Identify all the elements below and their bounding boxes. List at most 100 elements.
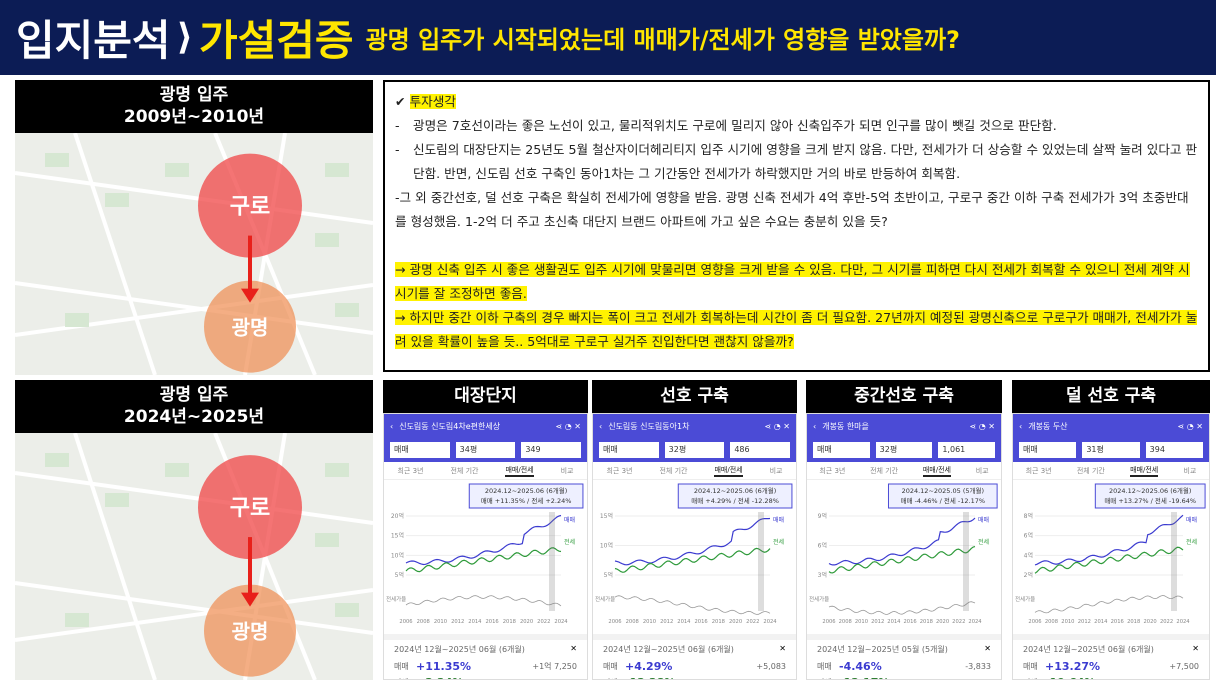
summary-row: 전세-12.17%-5,883 <box>817 674 991 680</box>
x-tick-label: 2012 <box>451 619 464 625</box>
back-icon: ‹ <box>1019 421 1023 431</box>
badge <box>677 483 793 509</box>
tab: 전체 기간 <box>870 466 899 475</box>
x-tick-label: 2024 <box>1176 619 1190 625</box>
block <box>105 493 129 507</box>
summary: 2024년 12월~2025년 06월 (6개월) ✕ 매매 +13.27% +7,50… <box>1013 634 1209 680</box>
tab: 매매/전세 <box>922 465 951 477</box>
x-tick-label: 2020 <box>729 619 742 625</box>
row-delta: +1억 7,250 <box>532 661 577 671</box>
tabs: 최근 3년 전체 기간 매매/전세 비교 <box>1013 462 1209 480</box>
x-tick-label: 2006 <box>608 619 621 625</box>
row-delta: -5,883 <box>965 678 991 680</box>
close-icon: ✕ <box>570 644 577 653</box>
area-to: 광명 <box>232 620 269 644</box>
road <box>73 433 157 680</box>
app-title: 개봉동 두산 <box>1028 421 1068 431</box>
tab: 비교 <box>975 466 989 475</box>
y-tick-label: 5억 <box>604 571 613 579</box>
tab: 최근 3년 <box>606 466 633 475</box>
x-tick-label: 2010 <box>855 619 868 625</box>
y-tick-label: 4억 <box>1024 551 1033 559</box>
map-label-line2: 2024년~2025년 <box>123 407 265 427</box>
badge-text: 매매 +4.29% / 전세 -12.28% <box>691 496 779 505</box>
line-label: 전세 <box>978 538 989 546</box>
row-delta: +7,500 <box>1169 661 1199 671</box>
select-box: 1,061 <box>938 442 996 458</box>
panel-title: 선호 구축 <box>592 380 797 413</box>
tab: 매매/전세 <box>714 465 743 477</box>
block <box>65 613 89 627</box>
row-pct: +2.24% <box>416 676 547 680</box>
x-tick-label: 2018 <box>503 619 516 625</box>
row-delta: -3,833 <box>965 661 991 671</box>
jeonse-line <box>828 546 976 574</box>
x-tick-label: 2012 <box>871 619 884 625</box>
select-box: 32평 <box>664 442 725 458</box>
line-label: 전세 <box>564 538 575 546</box>
line-label: 매매 <box>1186 516 1197 524</box>
row-delta: +1,700 <box>547 678 577 680</box>
row-label: 전세 <box>603 677 625 680</box>
y-tick-label: 20억 <box>391 512 404 520</box>
select-box: 매매 <box>599 442 659 458</box>
road <box>15 588 373 642</box>
y-tick-label: 15억 <box>600 512 613 520</box>
row-pct: -19.64% <box>1045 676 1173 680</box>
line-label: 매매 <box>773 516 784 524</box>
conclusion-text: → 하지만 중간 이하 구축의 경우 빠지는 폭이 크고 전세가 회복하는데 시… <box>395 310 1198 349</box>
app-topbar: ‹ 개봉동 한마을 ⋖ ◔ ✕ <box>807 414 1001 438</box>
header-subtitle: 광명 입주가 시작되었는데 매매가/전세가 영향을 받았을까? <box>365 26 960 54</box>
select-box: 486 <box>730 442 791 458</box>
conclusions: → 광명 신축 입주 시 좋은 생활권도 입주 시기에 맞물리면 영향을 크게 … <box>395 258 1198 354</box>
summary-row: 전세+2.24%+1,700 <box>394 674 577 680</box>
lower-label: 전세가율 <box>386 595 406 603</box>
select-box: 매매 <box>1019 442 1077 458</box>
tab: 전체 기간 <box>1076 466 1105 475</box>
tabs: 최근 3년 전체 기간 매매/전세 비교 <box>384 462 587 480</box>
block <box>325 163 349 177</box>
bullet-text: 신도림의 대장단지는 25년도 5월 철산자이더헤리티지 입주 시기에 영향을 … <box>413 142 1198 181</box>
x-tick-label: 2006 <box>399 619 412 625</box>
conclusion: → 광명 신축 입주 시 좋은 생활권도 입주 시기에 맞물리면 영향을 크게 … <box>395 258 1198 306</box>
app-topbar: ‹ 신도림동 신도림4차e편한세상 ⋖ ◔ ✕ <box>384 414 587 438</box>
badge-period: 2024.12~2025.06 (6개월) <box>694 486 776 495</box>
x-tick-label: 2018 <box>712 619 725 625</box>
app-topbar: ‹ 신도림동 신도림동아1차 ⋖ ◔ ✕ <box>593 414 796 438</box>
x-tick-label: 2022 <box>537 619 550 625</box>
period-band <box>963 512 969 611</box>
area-circle <box>198 153 302 258</box>
badge <box>887 483 998 509</box>
x-tick-label: 2010 <box>1061 619 1074 625</box>
x-tick-label: 2008 <box>417 619 430 625</box>
chart: 2024.12~2025.05 (5개월)매매 -4.46% / 전세 -12.… <box>809 483 998 625</box>
road <box>73 133 157 375</box>
area-circle <box>204 280 296 373</box>
notes-box: ✔ 투자생각 - 광명은 7호선이라는 좋은 노선이 있고, 물리적위치도 구로에… <box>383 80 1210 372</box>
row-label: 매매 <box>603 661 618 671</box>
y-tick-label: 9억 <box>818 512 827 520</box>
y-tick-label: 2억 <box>1024 571 1033 579</box>
chart: 2024.12~2025.06 (6개월)매매 +4.29% / 전세 -12.… <box>595 483 793 625</box>
block <box>65 313 89 327</box>
summary-row: 매매 +13.27% +7,500 <box>1023 658 1199 674</box>
x-tick-label: 2022 <box>1160 619 1173 625</box>
app-screen: ‹ 개봉동 한마을 ⋖ ◔ ✕ 매매 32평 1,061 최근 3년 전체 기간 매매/전세 비교… <box>806 413 1002 680</box>
select-box: 32평 <box>875 442 933 458</box>
tab: 비교 <box>560 466 574 475</box>
summary-row: 매매 -4.46% -3,833 <box>817 658 991 674</box>
summary-head: 2024년 12월~2025년 06월 (6개월) ✕ <box>603 644 786 655</box>
summary-row: 매매 +4.29% +5,083 <box>603 658 786 674</box>
road <box>15 581 373 635</box>
app-selectbar: 매매 34평 349 <box>384 438 587 462</box>
tabs: 최근 3년 전체 기간 매매/전세 비교 <box>593 462 796 480</box>
summary-period: 2024년 12월~2025년 05월 (5개월) <box>817 645 948 654</box>
tab: 최근 3년 <box>819 466 846 475</box>
back-icon: ‹ <box>813 421 817 431</box>
map-label-line1: 광명 입주 <box>159 85 229 105</box>
y-tick-label: 10억 <box>391 551 404 559</box>
app-screen: ‹ 신도림동 신도림동아1차 ⋖ ◔ ✕ 매매 32평 486 최근 3년 전체 기간 매매/전… <box>592 413 797 680</box>
app-topbar: ‹ 개봉동 두산 ⋖ ◔ ✕ <box>1013 414 1209 438</box>
select-box: 매매 <box>390 442 450 458</box>
